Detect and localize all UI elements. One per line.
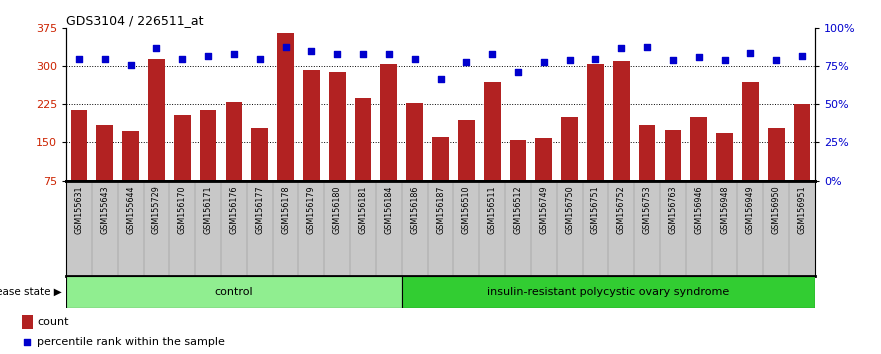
Text: percentile rank within the sample: percentile rank within the sample <box>37 337 225 348</box>
Text: GSM156184: GSM156184 <box>384 185 393 234</box>
Bar <box>303 70 320 181</box>
Point <box>640 44 654 50</box>
Bar <box>122 131 139 181</box>
Bar <box>402 276 815 308</box>
Text: insulin-resistant polycystic ovary syndrome: insulin-resistant polycystic ovary syndr… <box>487 287 729 297</box>
Bar <box>587 64 603 181</box>
Point <box>72 56 86 62</box>
Text: GSM156511: GSM156511 <box>488 185 497 234</box>
Point <box>227 51 241 57</box>
Point <box>589 56 603 62</box>
Text: GSM156949: GSM156949 <box>746 185 755 234</box>
Point <box>304 48 318 54</box>
Point <box>511 70 525 75</box>
Point <box>381 51 396 57</box>
Text: GSM156763: GSM156763 <box>669 185 677 234</box>
Text: control: control <box>215 287 253 297</box>
Text: GSM156752: GSM156752 <box>617 185 626 234</box>
Point <box>744 50 758 56</box>
Text: GSM156948: GSM156948 <box>720 185 729 234</box>
Text: GSM155643: GSM155643 <box>100 185 109 234</box>
Bar <box>484 82 500 181</box>
Point <box>795 53 809 58</box>
Text: GSM156187: GSM156187 <box>436 185 445 234</box>
Point <box>459 59 473 65</box>
Bar <box>226 102 242 181</box>
Bar <box>174 115 190 181</box>
Bar <box>148 59 165 181</box>
Point <box>150 45 164 51</box>
Point <box>278 44 292 50</box>
Point <box>769 57 783 63</box>
Bar <box>96 125 113 181</box>
Text: GDS3104 / 226511_at: GDS3104 / 226511_at <box>66 14 204 27</box>
Bar <box>664 130 681 181</box>
Bar <box>458 120 475 181</box>
Text: GSM156176: GSM156176 <box>229 185 239 234</box>
Text: GSM156750: GSM156750 <box>565 185 574 234</box>
Text: GSM155729: GSM155729 <box>152 185 161 234</box>
Text: GSM156171: GSM156171 <box>204 185 212 234</box>
Text: disease state ▶: disease state ▶ <box>0 287 62 297</box>
Text: GSM156946: GSM156946 <box>694 185 703 234</box>
Point <box>485 51 500 57</box>
Text: GSM156180: GSM156180 <box>333 185 342 234</box>
Bar <box>509 140 526 181</box>
Bar <box>691 117 707 181</box>
Point <box>330 51 344 57</box>
Point <box>408 56 422 62</box>
Bar <box>66 276 402 308</box>
Text: GSM155631: GSM155631 <box>75 185 84 234</box>
Text: GSM156178: GSM156178 <box>281 185 290 234</box>
Text: GSM156179: GSM156179 <box>307 185 316 234</box>
Text: GSM156510: GSM156510 <box>462 185 470 234</box>
Text: count: count <box>37 317 69 327</box>
Text: GSM156170: GSM156170 <box>178 185 187 234</box>
Point <box>692 55 706 60</box>
Text: GSM156749: GSM156749 <box>539 185 548 234</box>
Text: GSM156177: GSM156177 <box>255 185 264 234</box>
Point <box>356 51 370 57</box>
Point <box>201 53 215 58</box>
Point <box>175 56 189 62</box>
Point <box>123 62 137 68</box>
Bar <box>278 33 294 181</box>
Point <box>682 224 696 229</box>
Bar <box>200 109 217 181</box>
Text: GSM156751: GSM156751 <box>591 185 600 234</box>
Point <box>666 57 680 63</box>
Bar <box>716 133 733 181</box>
Point <box>433 76 448 81</box>
Point <box>563 57 577 63</box>
Bar <box>536 138 552 181</box>
Point <box>614 45 628 51</box>
Point <box>253 56 267 62</box>
Bar <box>794 104 811 181</box>
Bar <box>432 137 449 181</box>
Bar <box>613 61 630 181</box>
Bar <box>742 82 759 181</box>
Point <box>717 57 731 63</box>
Bar <box>768 128 785 181</box>
Bar <box>406 103 423 181</box>
Bar <box>561 117 578 181</box>
Text: GSM156951: GSM156951 <box>797 185 806 234</box>
Text: GSM156512: GSM156512 <box>514 185 522 234</box>
Bar <box>639 125 655 181</box>
Bar <box>70 109 87 181</box>
Point <box>537 59 551 65</box>
Text: GSM156186: GSM156186 <box>411 185 419 234</box>
Bar <box>22 315 33 329</box>
Text: GSM156181: GSM156181 <box>359 185 367 234</box>
Bar <box>355 98 372 181</box>
Text: GSM156753: GSM156753 <box>642 185 652 234</box>
Bar <box>381 64 397 181</box>
Point <box>98 56 112 62</box>
Bar <box>329 72 345 181</box>
Text: GSM156950: GSM156950 <box>772 185 781 234</box>
Bar <box>251 128 268 181</box>
Text: GSM155644: GSM155644 <box>126 185 135 234</box>
